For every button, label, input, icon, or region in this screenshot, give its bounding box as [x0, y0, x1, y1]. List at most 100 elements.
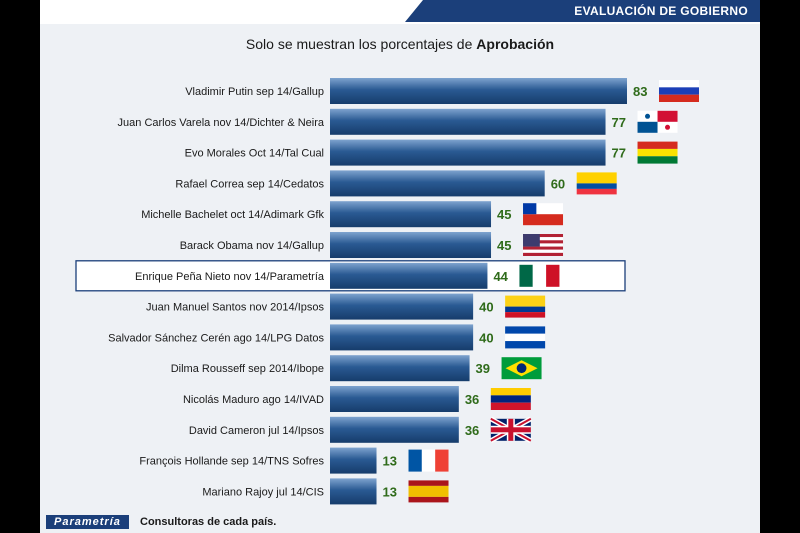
colombia-flag-stripe: [505, 295, 546, 307]
bar-label: Barack Obama nov 14/Gallup: [180, 240, 324, 252]
mexico-flag-stripe: [546, 264, 560, 287]
el-salvador-flag-stripe: [505, 326, 546, 334]
venezuela-flag-stripe: [490, 402, 531, 410]
usa-flag-stripe: [523, 246, 564, 250]
bar: [330, 262, 488, 289]
ecuador-flag-stripe: [576, 172, 617, 184]
footer-note: Consultoras de cada país.: [140, 516, 277, 528]
ecuador-flag: [576, 172, 617, 195]
mexico-flag: [519, 264, 560, 287]
usa-flag-canton: [523, 234, 540, 247]
usa-flag-stripe: [523, 249, 564, 253]
bolivia-flag: [637, 141, 678, 164]
france-flag-stripe: [421, 449, 436, 472]
header-title: EVALUACIÓN DE GOBIERNO: [574, 4, 748, 18]
bar-label: Evo Morales Oct 14/Tal Cual: [185, 148, 324, 160]
venezuela-flag-stripe: [490, 388, 531, 396]
el-salvador-flag-stripe: [505, 333, 546, 342]
data-label: 36: [465, 392, 479, 407]
bar-label: Juan Carlos Varela nov 14/Dichter & Neir…: [118, 117, 325, 129]
data-label: 45: [497, 238, 511, 253]
slide: EVALUACIÓN DE GOBIERNO Solo se muestran …: [40, 0, 760, 533]
bar: [330, 232, 492, 258]
bar-row: Juan Carlos Varela nov 14/Dichter & Neir…: [118, 108, 678, 135]
usa-flag-stripe: [523, 243, 564, 247]
bar-row: François Hollande sep 14/TNS Sofres 13: [139, 447, 449, 474]
data-label: 36: [465, 423, 479, 438]
bar: [330, 355, 470, 382]
bar: [330, 201, 492, 228]
venezuela-flag-stripe: [490, 395, 531, 403]
bar-label: Michelle Bachelet oct 14/Adimark Gfk: [141, 209, 324, 221]
panama-flag-star: [665, 124, 671, 130]
usa-flag-stripe: [523, 237, 564, 241]
bar-row: Evo Morales Oct 14/Tal Cual 77: [185, 139, 678, 166]
usa-flag-stripe: [523, 252, 564, 256]
bar-row: Salvador Sánchez Cerén ago 14/LPG Datos 4…: [108, 324, 546, 351]
bolivia-flag-stripe: [637, 141, 678, 149]
approval-bar-chart: Vladimir Putin sep 14/Gallup 83 Juan Carlo…: [75, 78, 699, 505]
brazil-flag-globe: [516, 363, 527, 374]
ecuador-flag-stripe: [576, 183, 617, 189]
data-label: 77: [612, 146, 626, 161]
bar-row: Rafael Correa sep 14/Cedatos 60: [175, 170, 617, 197]
france-flag-stripe: [435, 449, 449, 472]
bar: [330, 324, 474, 351]
data-label: 13: [383, 484, 397, 499]
mexico-flag-stripe: [532, 264, 547, 287]
data-label: 83: [633, 84, 647, 99]
bar-label: Dilma Rousseff sep 2014/Ibope: [171, 363, 324, 375]
russia-flag-stripe: [659, 80, 699, 88]
header-tab: [405, 0, 760, 22]
spain-flag: [408, 480, 449, 503]
subtitle-emphasis: Aprobación: [476, 36, 555, 52]
footer: Parametría Consultoras de cada país.: [40, 512, 760, 533]
panama-flag-star: [645, 113, 651, 119]
header-bar: EVALUACIÓN DE GOBIERNO: [40, 0, 760, 24]
footer-logo: Parametría: [46, 515, 129, 529]
bolivia-flag-stripe: [637, 156, 678, 164]
bar-label: Enrique Peña Nieto nov 14/Parametría: [135, 271, 325, 283]
data-label: 44: [493, 269, 508, 284]
bar-row: Nicolás Maduro ago 14/IVAD 36: [183, 386, 531, 412]
data-label: 40: [479, 330, 493, 345]
usa-flag-stripe: [523, 240, 564, 244]
bar-label: Mariano Rajoy jul 14/CIS: [202, 486, 324, 498]
data-label: 40: [479, 300, 493, 315]
russia-flag: [659, 80, 699, 102]
france-flag: [408, 449, 449, 472]
data-label: 39: [476, 361, 490, 376]
mexico-flag-stripe: [519, 264, 533, 287]
chile-flag-canton: [523, 203, 537, 215]
france-flag-stripe: [408, 449, 422, 472]
usa-flag-stripe: [523, 234, 564, 238]
venezuela-flag: [490, 388, 531, 410]
bar: [330, 293, 474, 320]
spain-flag-stripe: [408, 485, 449, 497]
panama-flag: [637, 110, 678, 133]
bar: [330, 78, 627, 104]
panama-flag-quarter: [637, 121, 658, 133]
bolivia-flag-stripe: [637, 148, 678, 157]
russia-flag-stripe: [659, 87, 699, 95]
bar-row: Enrique Peña Nieto nov 14/Parametría 44: [75, 260, 626, 292]
colombia-flag-stripe: [505, 312, 546, 318]
bar: [330, 478, 377, 505]
usa-flag: [523, 234, 564, 256]
bar-label: David Cameron jul 14/Ipsos: [189, 425, 325, 437]
bar: [330, 416, 459, 443]
subtitle-prefix: Solo se muestran los porcentajes de: [245, 36, 477, 52]
data-label: 13: [383, 454, 397, 469]
chile-flag: [523, 203, 564, 226]
bar-row: Dilma Rousseff sep 2014/Ibope 39: [171, 355, 542, 382]
uk-flag: [489, 416, 533, 443]
bar-row: David Cameron jul 14/Ipsos 36: [189, 416, 533, 443]
bar-label: Juan Manuel Santos nov 2014/Ipsos: [146, 302, 324, 314]
colombia-flag: [505, 295, 546, 318]
ecuador-flag-stripe: [576, 188, 617, 195]
bar-label: François Hollande sep 14/TNS Sofres: [139, 456, 324, 468]
data-label: 45: [497, 207, 511, 222]
spain-flag-stripe: [408, 496, 449, 503]
el-salvador-flag-stripe: [505, 341, 546, 349]
chart-subtitle: Solo se muestran los porcentajes de Apro…: [40, 36, 760, 52]
